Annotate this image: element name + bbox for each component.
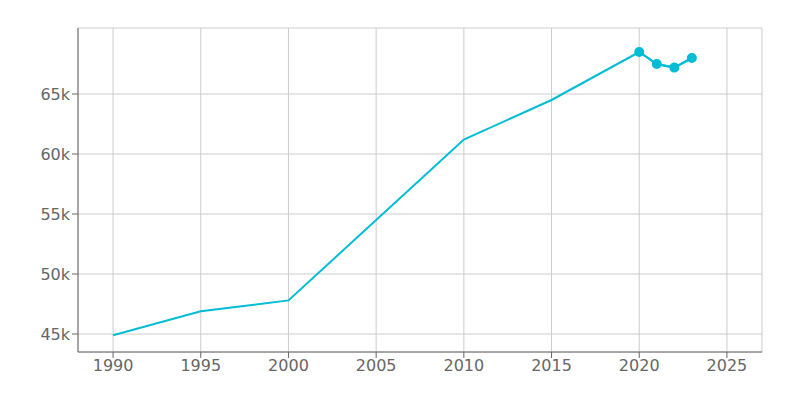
svg-text:60k: 60k [40, 145, 70, 164]
svg-text:2005: 2005 [356, 356, 397, 375]
svg-text:50k: 50k [40, 265, 70, 284]
svg-text:2025: 2025 [707, 356, 748, 375]
svg-text:1995: 1995 [180, 356, 221, 375]
svg-text:2000: 2000 [268, 356, 309, 375]
svg-text:45k: 45k [40, 325, 70, 344]
svg-text:1990: 1990 [93, 356, 134, 375]
svg-text:65k: 65k [40, 85, 70, 104]
svg-text:55k: 55k [40, 205, 70, 224]
svg-text:2010: 2010 [443, 356, 484, 375]
svg-text:2015: 2015 [531, 356, 572, 375]
svg-text:2020: 2020 [619, 356, 660, 375]
